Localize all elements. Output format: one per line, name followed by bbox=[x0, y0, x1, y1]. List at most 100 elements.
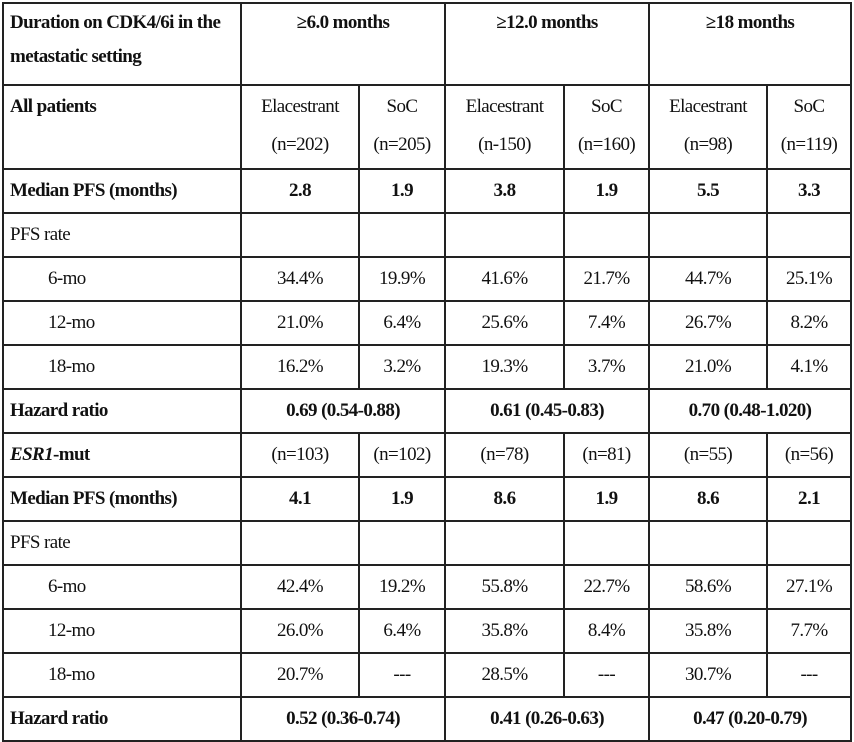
value-cell: --- bbox=[563, 652, 651, 698]
arm-header: Elacestrant (n-150) bbox=[444, 84, 566, 170]
value-cell: 16.2% bbox=[240, 344, 360, 390]
value-cell: 1.9 bbox=[357, 168, 447, 214]
hazard-ratio-cell: 0.69 (0.54-0.88) bbox=[239, 388, 447, 434]
arm-n: (n=103) bbox=[240, 432, 360, 478]
hazard-ratio-cell: 0.70 (0.48-1.020) bbox=[648, 388, 853, 434]
value-cell: 8.4% bbox=[563, 608, 651, 654]
arm-name: SoC bbox=[793, 96, 826, 117]
group-header: ≥6.0 months bbox=[239, 2, 447, 86]
empty-cell bbox=[563, 212, 651, 258]
empty-cell bbox=[766, 520, 853, 566]
arm-n: (n=205) bbox=[373, 134, 431, 155]
value-cell: 21.0% bbox=[648, 344, 769, 390]
value-cell: 35.8% bbox=[444, 608, 566, 654]
arm-header: Elacestrant (n=202) bbox=[240, 84, 360, 170]
arm-name: SoC bbox=[386, 96, 419, 117]
value-cell: 6.4% bbox=[357, 300, 447, 346]
row-label: ESR1-mut bbox=[2, 432, 242, 478]
arm-n: (n=81) bbox=[563, 432, 651, 478]
value-cell: --- bbox=[766, 652, 853, 698]
arm-n: (n=119) bbox=[780, 134, 838, 155]
pfs-rate-6-mo-row: 6-mo 42.4% 19.2% 55.8% 22.7% 58.6% 27.1% bbox=[2, 564, 853, 610]
value-cell: 25.6% bbox=[444, 300, 566, 346]
row-label: 12-mo bbox=[2, 300, 242, 346]
value-cell: 2.1 bbox=[766, 476, 853, 522]
arm-header: SoC (n=119) bbox=[766, 84, 853, 170]
value-cell: 44.7% bbox=[648, 256, 769, 302]
value-cell: 4.1 bbox=[240, 476, 360, 522]
gene-suffix: -mut bbox=[53, 444, 90, 465]
pfs-rate-18-mo-row: 18-mo 16.2% 3.2% 19.3% 3.7% 21.0% 4.1% bbox=[2, 344, 853, 390]
arm-header-row: All patients Elacestrant (n=202) SoC (n=205)… bbox=[2, 84, 853, 170]
empty-cell bbox=[357, 212, 447, 258]
value-cell: 5.5 bbox=[648, 168, 769, 214]
value-cell: 2.8 bbox=[240, 168, 360, 214]
group-header: ≥12.0 months bbox=[444, 2, 651, 86]
median-pfs-row: Median PFS (months) 2.8 1.9 3.8 1.9 5.5 3.3 bbox=[2, 168, 853, 214]
empty-cell bbox=[766, 212, 853, 258]
arm-name: Elacestrant bbox=[669, 96, 747, 117]
value-cell: 21.0% bbox=[240, 300, 360, 346]
pfs-rate-row: PFS rate bbox=[2, 212, 853, 258]
value-cell: 6.4% bbox=[357, 608, 447, 654]
row-label: Median PFS (months) bbox=[2, 168, 242, 214]
arm-n: (n=55) bbox=[648, 432, 769, 478]
value-cell: 4.1% bbox=[766, 344, 853, 390]
value-cell: 8.6 bbox=[648, 476, 769, 522]
arm-name: Elacestrant bbox=[465, 96, 544, 117]
value-cell: --- bbox=[357, 652, 447, 698]
empty-cell bbox=[444, 520, 566, 566]
value-cell: 41.6% bbox=[444, 256, 566, 302]
value-cell: 22.7% bbox=[563, 564, 651, 610]
value-cell: 3.7% bbox=[563, 344, 651, 390]
hazard-ratio-row: Hazard ratio 0.52 (0.36-0.74) 0.41 (0.26-0… bbox=[2, 696, 853, 742]
row-label: Hazard ratio bbox=[2, 696, 242, 742]
row-label: 6-mo bbox=[2, 564, 242, 610]
hazard-ratio-cell: 0.61 (0.45-0.83) bbox=[444, 388, 651, 434]
value-cell: 3.3 bbox=[766, 168, 853, 214]
row-label: 12-mo bbox=[2, 608, 242, 654]
value-cell: 25.1% bbox=[766, 256, 853, 302]
value-cell: 35.8% bbox=[648, 608, 769, 654]
value-cell: 34.4% bbox=[240, 256, 360, 302]
hazard-ratio-row: Hazard ratio 0.69 (0.54-0.88) 0.61 (0.45-0… bbox=[2, 388, 853, 434]
value-cell: 27.1% bbox=[766, 564, 853, 610]
row-label: 18-mo bbox=[2, 652, 242, 698]
pfs-rate-row: PFS rate bbox=[2, 520, 853, 566]
arm-n: (n=98) bbox=[683, 134, 733, 155]
empty-cell bbox=[563, 520, 651, 566]
empty-cell bbox=[648, 520, 769, 566]
arm-name: Elacestrant bbox=[261, 96, 339, 117]
value-cell: 3.2% bbox=[357, 344, 447, 390]
arm-n: (n=160) bbox=[577, 134, 636, 155]
empty-cell bbox=[240, 520, 360, 566]
empty-cell bbox=[444, 212, 566, 258]
value-cell: 19.9% bbox=[357, 256, 447, 302]
row-label: PFS rate bbox=[2, 212, 242, 258]
value-cell: 1.9 bbox=[563, 168, 651, 214]
value-cell: 8.2% bbox=[766, 300, 853, 346]
value-cell: 42.4% bbox=[240, 564, 360, 610]
median-pfs-row: Median PFS (months) 4.1 1.9 8.6 1.9 8.6 2.1 bbox=[2, 476, 853, 522]
value-cell: 20.7% bbox=[240, 652, 360, 698]
arm-n: (n=78) bbox=[444, 432, 566, 478]
value-cell: 8.6 bbox=[444, 476, 566, 522]
arm-header: Elacestrant (n=98) bbox=[648, 84, 769, 170]
value-cell: 30.7% bbox=[648, 652, 769, 698]
empty-cell bbox=[648, 212, 769, 258]
value-cell: 28.5% bbox=[444, 652, 566, 698]
group-header: ≥18 months bbox=[648, 2, 853, 86]
value-cell: 3.8 bbox=[444, 168, 566, 214]
value-cell: 19.3% bbox=[444, 344, 566, 390]
value-cell: 26.0% bbox=[240, 608, 360, 654]
pfs-rate-12-mo-row: 12-mo 21.0% 6.4% 25.6% 7.4% 26.7% 8.2% bbox=[2, 300, 853, 346]
value-cell: 55.8% bbox=[444, 564, 566, 610]
empty-cell bbox=[240, 212, 360, 258]
hazard-ratio-cell: 0.41 (0.26-0.63) bbox=[444, 696, 651, 742]
pfs-rate-6-mo-row: 6-mo 34.4% 19.9% 41.6% 21.7% 44.7% 25.1% bbox=[2, 256, 853, 302]
arm-n: (n=202) bbox=[271, 134, 329, 155]
hazard-ratio-cell: 0.52 (0.36-0.74) bbox=[239, 696, 447, 742]
pfs-rate-18-mo-row: 18-mo 20.7% --- 28.5% --- 30.7% --- bbox=[2, 652, 853, 698]
header-row: Duration on CDK4/6i in the metastatic se… bbox=[2, 2, 853, 86]
